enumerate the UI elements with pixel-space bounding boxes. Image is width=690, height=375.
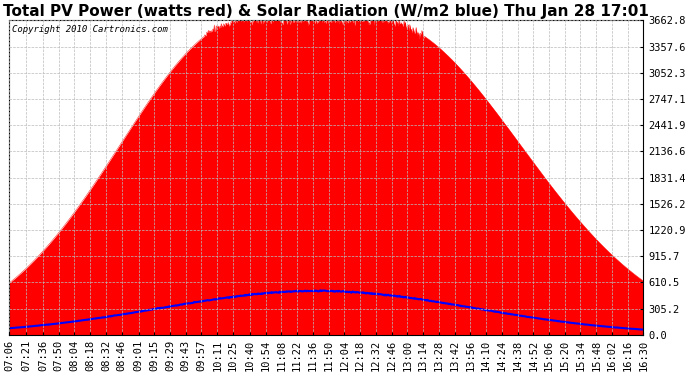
Text: Copyright 2010 Cartronics.com: Copyright 2010 Cartronics.com	[12, 25, 168, 34]
Title: Total PV Power (watts red) & Solar Radiation (W/m2 blue) Thu Jan 28 17:01: Total PV Power (watts red) & Solar Radia…	[3, 4, 649, 19]
